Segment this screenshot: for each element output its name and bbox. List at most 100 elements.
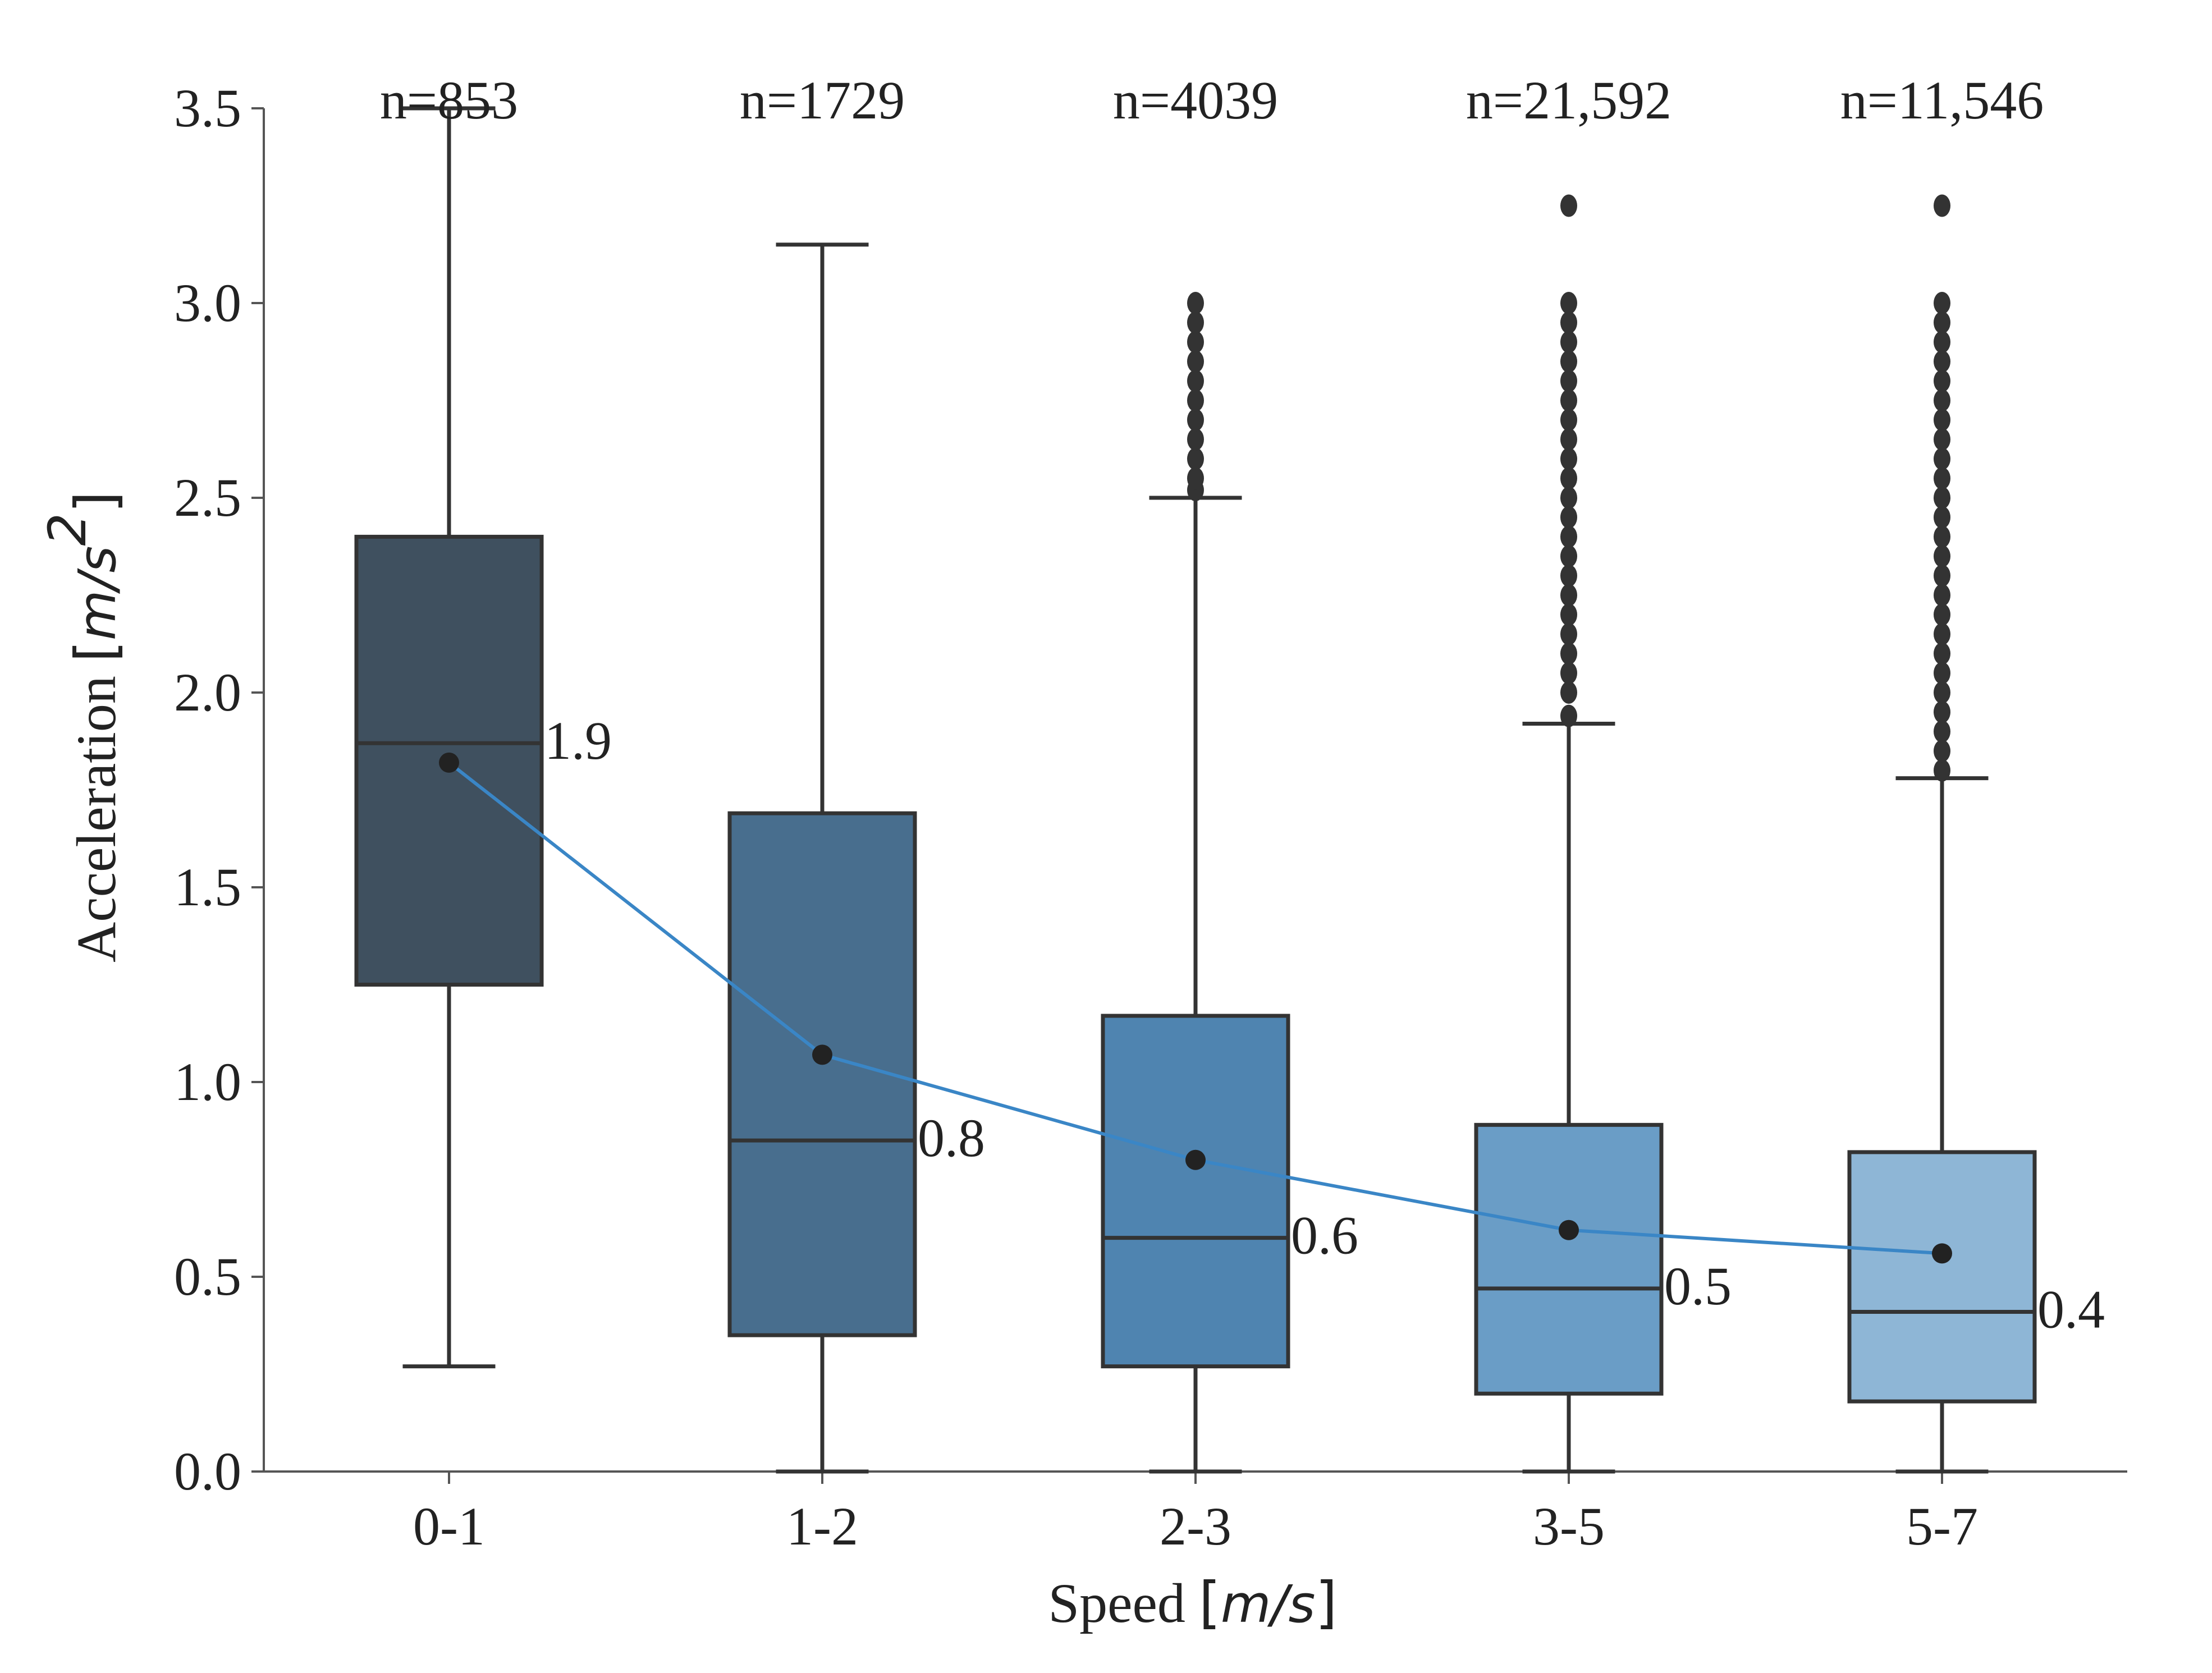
boxes [354,106,2037,1474]
outlier-point [1560,389,1577,412]
axes: 0.0 0.5 1.0 1.5 2.0 2.5 3.0 3.5 0-1 1-2 2-3 3-5 5-7 [174,78,2127,1556]
y-axis-unit-exponent: 2 [38,513,98,546]
y-tick-label: 2.5 [174,467,241,528]
outlier-point [1934,194,1950,217]
median-value-label: 0.4 [2037,1279,2105,1339]
outlier-point [1187,447,1204,470]
outlier-point [1934,369,1950,392]
outlier-point [1560,409,1577,432]
outlier-point [1560,704,1577,727]
sample-count-label: n=4039 [1113,70,1278,130]
mean-trend [439,752,1952,1264]
y-tick-label: 0.5 [174,1246,241,1307]
mean-point [1185,1149,1206,1170]
box-iqr [1474,1122,1664,1396]
outlier-point [1934,311,1950,334]
outlier-point [1560,487,1577,509]
x-tick-label: 5-7 [1906,1496,1978,1556]
outlier-point [1934,389,1950,412]
outlier-point [1934,759,1950,782]
y-axis-title: Acceleration [m/s2] [38,491,129,962]
outlier-point [1934,700,1950,723]
outlier-point [1560,292,1577,314]
y-axis-unit: m/s [67,546,127,641]
outlier-point [1560,369,1577,392]
median-value-label: 1.9 [544,711,612,771]
x-axis-unit: m/s [1221,1574,1316,1634]
outlier-point [1560,194,1577,217]
x-tick-label: 2-3 [1160,1496,1231,1556]
outlier-point [1934,350,1950,373]
median-value-label: 0.6 [1291,1206,1358,1266]
sample-count-label: n=1729 [740,70,905,130]
outlier-point [1560,331,1577,354]
y-tick-label: 1.0 [174,1052,241,1112]
labels: 1.9 n=853 0.8 n=1729 0.6 n=4039 0.5 n=21,592 0.4… [380,70,2105,1339]
x-tick-label: 0-1 [413,1496,485,1556]
outlier-point [1560,447,1577,470]
outlier-point [1187,428,1204,451]
outlier-point [1934,681,1950,704]
outlier-point [1934,487,1950,509]
median-value-label: 0.5 [1664,1256,1732,1316]
outlier-point [1187,467,1204,490]
outlier-point [1934,662,1950,685]
outlier-point [1187,292,1204,314]
box-iqr [1847,1150,2037,1404]
outlier-point [1934,409,1950,432]
outlier-point [1560,622,1577,645]
outlier-point [1934,467,1950,490]
y-axis-title-group: Acceleration [m/s2] [38,491,129,962]
outlier-point [1934,622,1950,645]
outlier-point [1934,564,1950,587]
y-tick-label: 0.0 [174,1441,241,1501]
outlier-point [1560,525,1577,548]
y-tick-label: 2.0 [174,662,241,722]
y-tick-label: 1.5 [174,857,241,917]
box-iqr [727,811,917,1337]
sample-count-label: n=11,546 [1840,70,2044,130]
y-tick-label: 3.0 [174,273,241,333]
outlier-point [1560,564,1577,587]
outlier-point [1187,369,1204,392]
mean-point [1932,1243,1952,1264]
x-tick-label: 1-2 [786,1496,858,1556]
sample-count-label: n=853 [380,70,518,130]
median-value-label: 0.8 [918,1108,985,1168]
outlier-point [1934,603,1950,626]
outlier-point [1934,642,1950,665]
x-tick-label: 3-5 [1533,1496,1605,1556]
outlier-point [1560,584,1577,607]
outlier-point [1187,409,1204,432]
sample-count-label: n=21,592 [1466,70,1671,130]
outlier-point [1934,506,1950,529]
y-tick-label: 3.5 [174,78,241,138]
outlier-point [1187,311,1204,334]
outlier-point [1560,350,1577,373]
outlier-point [1560,681,1577,704]
outlier-point [1560,545,1577,568]
outlier-point [1560,467,1577,490]
box-iqr [1101,1014,1290,1369]
y-axis-label: Acceleration [65,676,127,962]
outlier-point [1560,642,1577,665]
outlier-point [1934,525,1950,548]
outlier-point [1934,584,1950,607]
x-axis-title: Speed [m/s] [1048,1570,1338,1635]
outlier-point [1934,740,1950,763]
outlier-point [1934,292,1950,314]
outlier-point [1560,662,1577,685]
outlier-point [1934,428,1950,451]
outlier-point [1560,603,1577,626]
outlier-point [1934,331,1950,354]
mean-point [1559,1220,1579,1240]
mean-point [812,1044,832,1065]
outlier-point [1187,350,1204,373]
outlier-point [1560,311,1577,334]
outlier-point [1934,447,1950,470]
outlier-point [1560,506,1577,529]
outlier-point [1934,545,1950,568]
outlier-point [1934,720,1950,743]
mean-point [439,752,459,773]
